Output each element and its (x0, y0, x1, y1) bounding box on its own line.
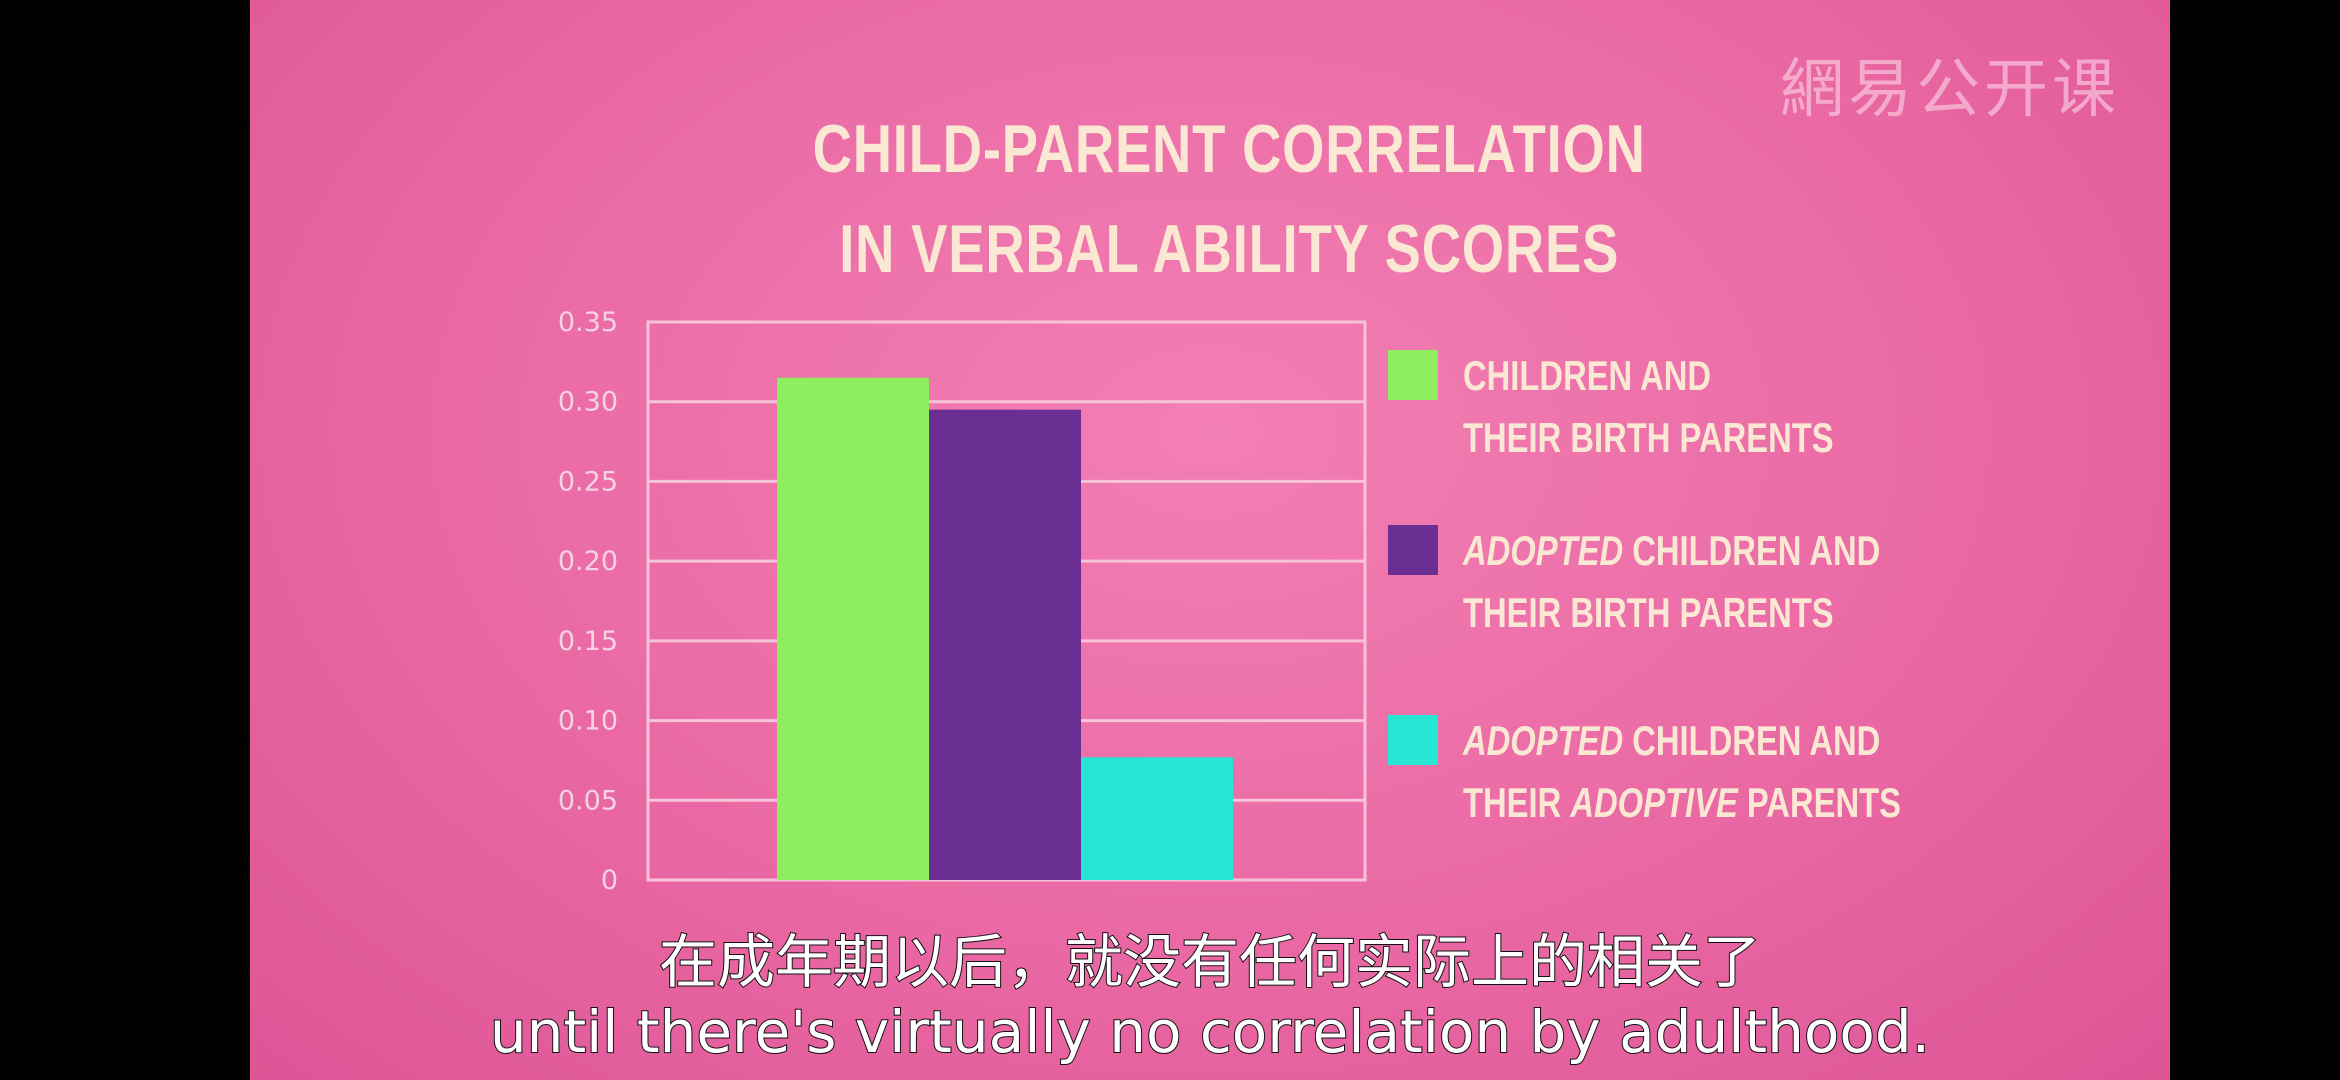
legend-label-3-line-2: THEIR ADOPTIVE PARENTS (1463, 779, 1901, 826)
subtitle-english: until there's virtually no correlation b… (489, 997, 1931, 1067)
y-tick-label: 0.35 (558, 307, 618, 338)
y-tick-label: 0.20 (558, 546, 618, 577)
legend-swatch-1 (1388, 350, 1438, 400)
video-frame: 網易公开课 CHILD-PARENT CORRELATION IN VERBAL… (250, 0, 2170, 1080)
legend-label-1-line-2: THEIR BIRTH PARENTS (1463, 414, 1834, 461)
legend-label-1-line-1: CHILDREN AND (1463, 352, 1711, 399)
y-axis-ticks: 0.35 0.30 0.25 0.20 0.15 0.10 0.05 0 (558, 307, 618, 896)
y-tick-label: 0.10 (558, 706, 618, 737)
y-tick-label: 0.25 (558, 466, 618, 497)
legend: CHILDREN AND THEIR BIRTH PARENTS ADOPTED C… (1388, 350, 1901, 826)
legend-swatch-3 (1388, 715, 1438, 765)
legend-label-2-line-2: THEIR BIRTH PARENTS (1463, 589, 1834, 636)
legend-label-2-line-1: ADOPTED CHILDREN AND (1462, 527, 1880, 574)
watermark-logo: 網易公开课 (1780, 53, 2120, 127)
y-tick-label: 0.15 (558, 626, 618, 657)
chart-title-line-1: CHILD-PARENT CORRELATION (812, 111, 1646, 187)
chart-title-line-2: IN VERBAL ABILITY SCORES (839, 211, 1620, 287)
subtitle-chinese: 在成年期以后，就没有任何实际上的相关了 (658, 927, 1762, 997)
y-tick-label: 0 (601, 865, 618, 896)
bar-chart: 0.35 0.30 0.25 0.20 0.15 0.10 0.05 0 CHILDREN A… (558, 307, 1901, 896)
bar-series-2 (929, 409, 1081, 880)
y-tick-label: 0.30 (558, 387, 618, 418)
legend-label-3-line-1: ADOPTED CHILDREN AND (1462, 717, 1880, 764)
bar-series-3 (1081, 757, 1233, 880)
y-tick-label: 0.05 (558, 785, 618, 816)
legend-swatch-2 (1388, 525, 1438, 575)
bars (777, 377, 1233, 880)
bar-series-1 (777, 377, 929, 880)
